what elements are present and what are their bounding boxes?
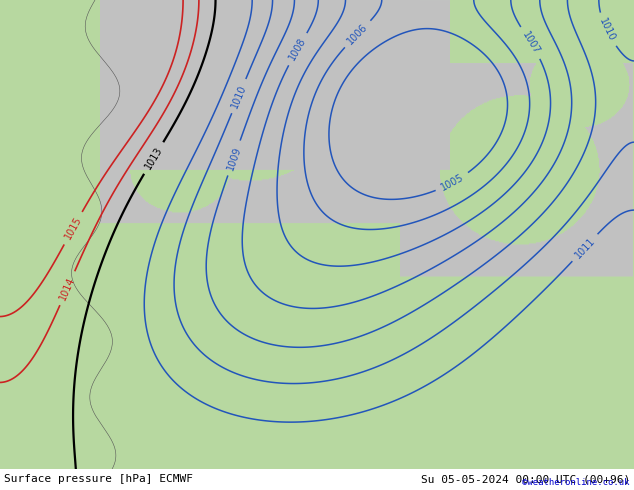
Text: Surface pressure [hPa] ECMWF: Surface pressure [hPa] ECMWF [4,474,193,484]
Text: 1013: 1013 [143,145,164,171]
Text: 1005: 1005 [439,172,465,193]
Bar [0,469,634,490]
Text: 1009: 1009 [225,145,243,171]
Text: 1008: 1008 [287,36,308,62]
Text: ©weatheronline.co.uk: ©weatheronline.co.uk [522,478,630,487]
Text: 1010: 1010 [230,83,248,109]
Text: 1010: 1010 [597,17,617,43]
Text: Su 05-05-2024 00:00 UTC (00+96): Su 05-05-2024 00:00 UTC (00+96) [421,474,630,484]
Text: 1007: 1007 [520,29,541,56]
Text: 1015: 1015 [63,215,84,242]
Text: 1014: 1014 [58,275,77,301]
Text: 1006: 1006 [346,22,370,46]
Text: 1011: 1011 [573,235,597,260]
